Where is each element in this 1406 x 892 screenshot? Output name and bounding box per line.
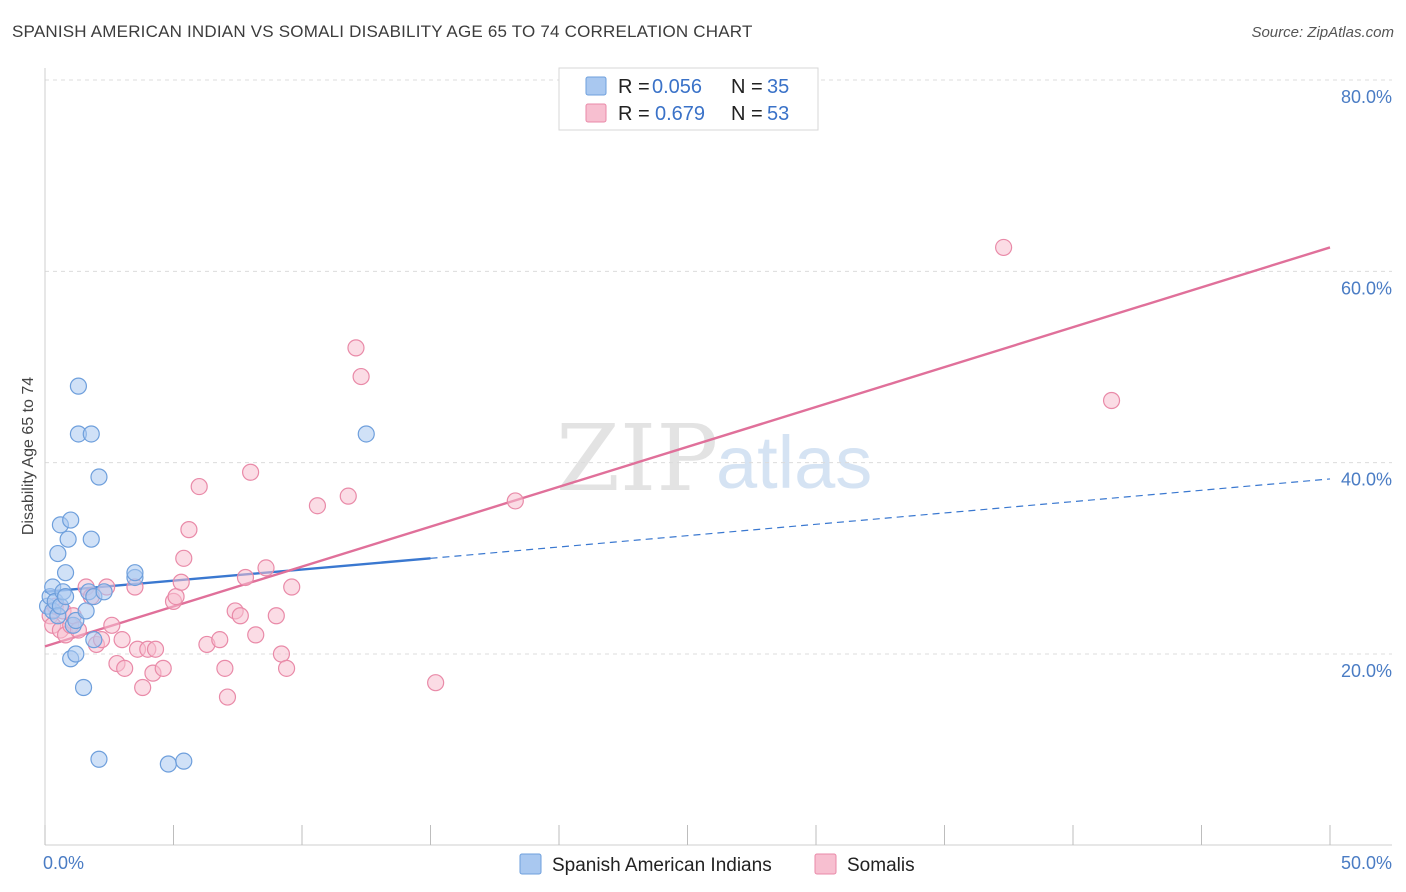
legend-swatch-somalis [585, 103, 607, 123]
legend-n-label-2: N = [731, 103, 763, 125]
point-spanish-american-indians-27 [90, 750, 108, 768]
legend-r-value-1: 0.056 [652, 76, 702, 98]
point-somalis-17 [116, 659, 134, 677]
trend-dashed-spanish-american-indians [430, 478, 1331, 559]
axes: 20.0% 40.0% 60.0% 80.0% 0.0% 50.0% [43, 68, 1392, 873]
point-spanish-american-indians-13 [62, 511, 80, 529]
point-spanish-american-indians-34 [56, 587, 75, 606]
point-spanish-american-indians-10 [56, 564, 75, 582]
bottom-legend-swatch-spanish-american-indians [519, 853, 542, 875]
bottom-legend-swatch-somalis [814, 853, 837, 875]
point-somalis-45 [308, 497, 327, 515]
point-somalis-37 [236, 568, 255, 587]
legend-r-label-2: R = [618, 103, 650, 125]
point-spanish-american-indians-17 [69, 377, 88, 395]
point-spanish-american-indians-19 [74, 678, 93, 697]
gridlines [45, 79, 1392, 655]
point-spanish-american-indians-22 [82, 425, 100, 443]
point-somalis-14 [103, 616, 121, 634]
point-somalis-47 [347, 339, 365, 357]
point-somalis-43 [277, 659, 296, 677]
point-somalis-36 [231, 607, 249, 625]
point-somalis-46 [339, 487, 357, 505]
point-spanish-american-indians-11 [59, 530, 77, 548]
x-tick-label-50: 50.0% [1341, 853, 1392, 873]
point-somalis-16 [113, 631, 131, 649]
y-axis-label: Disability Age 65 to 74 [20, 377, 37, 535]
trend-lines [44, 246, 1331, 648]
point-spanish-american-indians-24 [85, 631, 103, 649]
point-somalis-39 [247, 626, 265, 644]
point-somalis-41 [267, 607, 285, 625]
point-spanish-american-indians-31 [159, 755, 177, 773]
point-spanish-american-indians-6 [49, 544, 67, 563]
point-somalis-23 [146, 640, 165, 658]
point-somalis-38 [242, 463, 260, 481]
point-somalis-34 [218, 688, 237, 706]
data-points [38, 238, 1121, 773]
legend-r-label-1: R = [618, 76, 650, 98]
legend: R = 0.056 N = 35 R = 0.679 N = 53 [558, 67, 819, 131]
point-somalis-33 [216, 659, 234, 677]
y-tick-label-40: 40.0% [1341, 470, 1392, 490]
x-tick-label-0: 0.0% [43, 853, 84, 873]
point-somalis-49 [427, 674, 445, 692]
point-somalis-52 [1102, 391, 1121, 410]
y-tick-label-80: 80.0% [1341, 87, 1392, 107]
point-somalis-28 [175, 549, 193, 567]
legend-n-value-2: 53 [767, 103, 789, 125]
point-somalis-29 [180, 521, 198, 539]
point-spanish-american-indians-28 [95, 583, 113, 601]
bottom-legend-label-spanish-american-indians: Spanish American Indians [552, 855, 772, 876]
legend-swatch-spanish-american-indians [585, 76, 607, 96]
point-spanish-american-indians-15 [67, 645, 85, 663]
point-spanish-american-indians-33 [357, 425, 375, 443]
point-somalis-32 [211, 631, 229, 649]
y-tick-label-20: 20.0% [1341, 661, 1392, 681]
legend-n-value-1: 35 [767, 76, 789, 98]
legend-n-label-1: N = [731, 76, 763, 98]
point-somalis-40 [257, 559, 275, 577]
point-somalis-42 [272, 645, 291, 663]
bottom-legend-label-somalis: Somalis [847, 855, 915, 876]
point-somalis-51 [995, 238, 1013, 257]
point-somalis-48 [352, 367, 370, 386]
bottom-legend: Spanish American Indians Somalis [519, 853, 915, 876]
watermark-zip: ZIP [556, 405, 718, 512]
chart-title: SPANISH AMERICAN INDIAN VS SOMALI DISABI… [12, 22, 753, 41]
point-spanish-american-indians-23 [82, 530, 100, 548]
point-somalis-50 [506, 492, 524, 510]
point-spanish-american-indians-26 [90, 468, 108, 486]
y-tick-label-60: 60.0% [1341, 278, 1392, 298]
point-spanish-american-indians-20 [77, 602, 95, 620]
legend-r-value-2: 0.679 [655, 103, 705, 125]
point-somalis-27 [172, 573, 190, 591]
point-somalis-26 [167, 587, 185, 606]
point-spanish-american-indians-32 [175, 752, 193, 770]
point-somalis-24 [154, 659, 172, 677]
point-spanish-american-indians-30 [126, 564, 144, 582]
point-somalis-20 [134, 678, 152, 697]
chart-source: Source: ZipAtlas.com [1251, 24, 1394, 41]
point-somalis-30 [190, 477, 208, 496]
point-somalis-44 [283, 578, 301, 596]
trend-solid-somalis [44, 246, 1331, 648]
